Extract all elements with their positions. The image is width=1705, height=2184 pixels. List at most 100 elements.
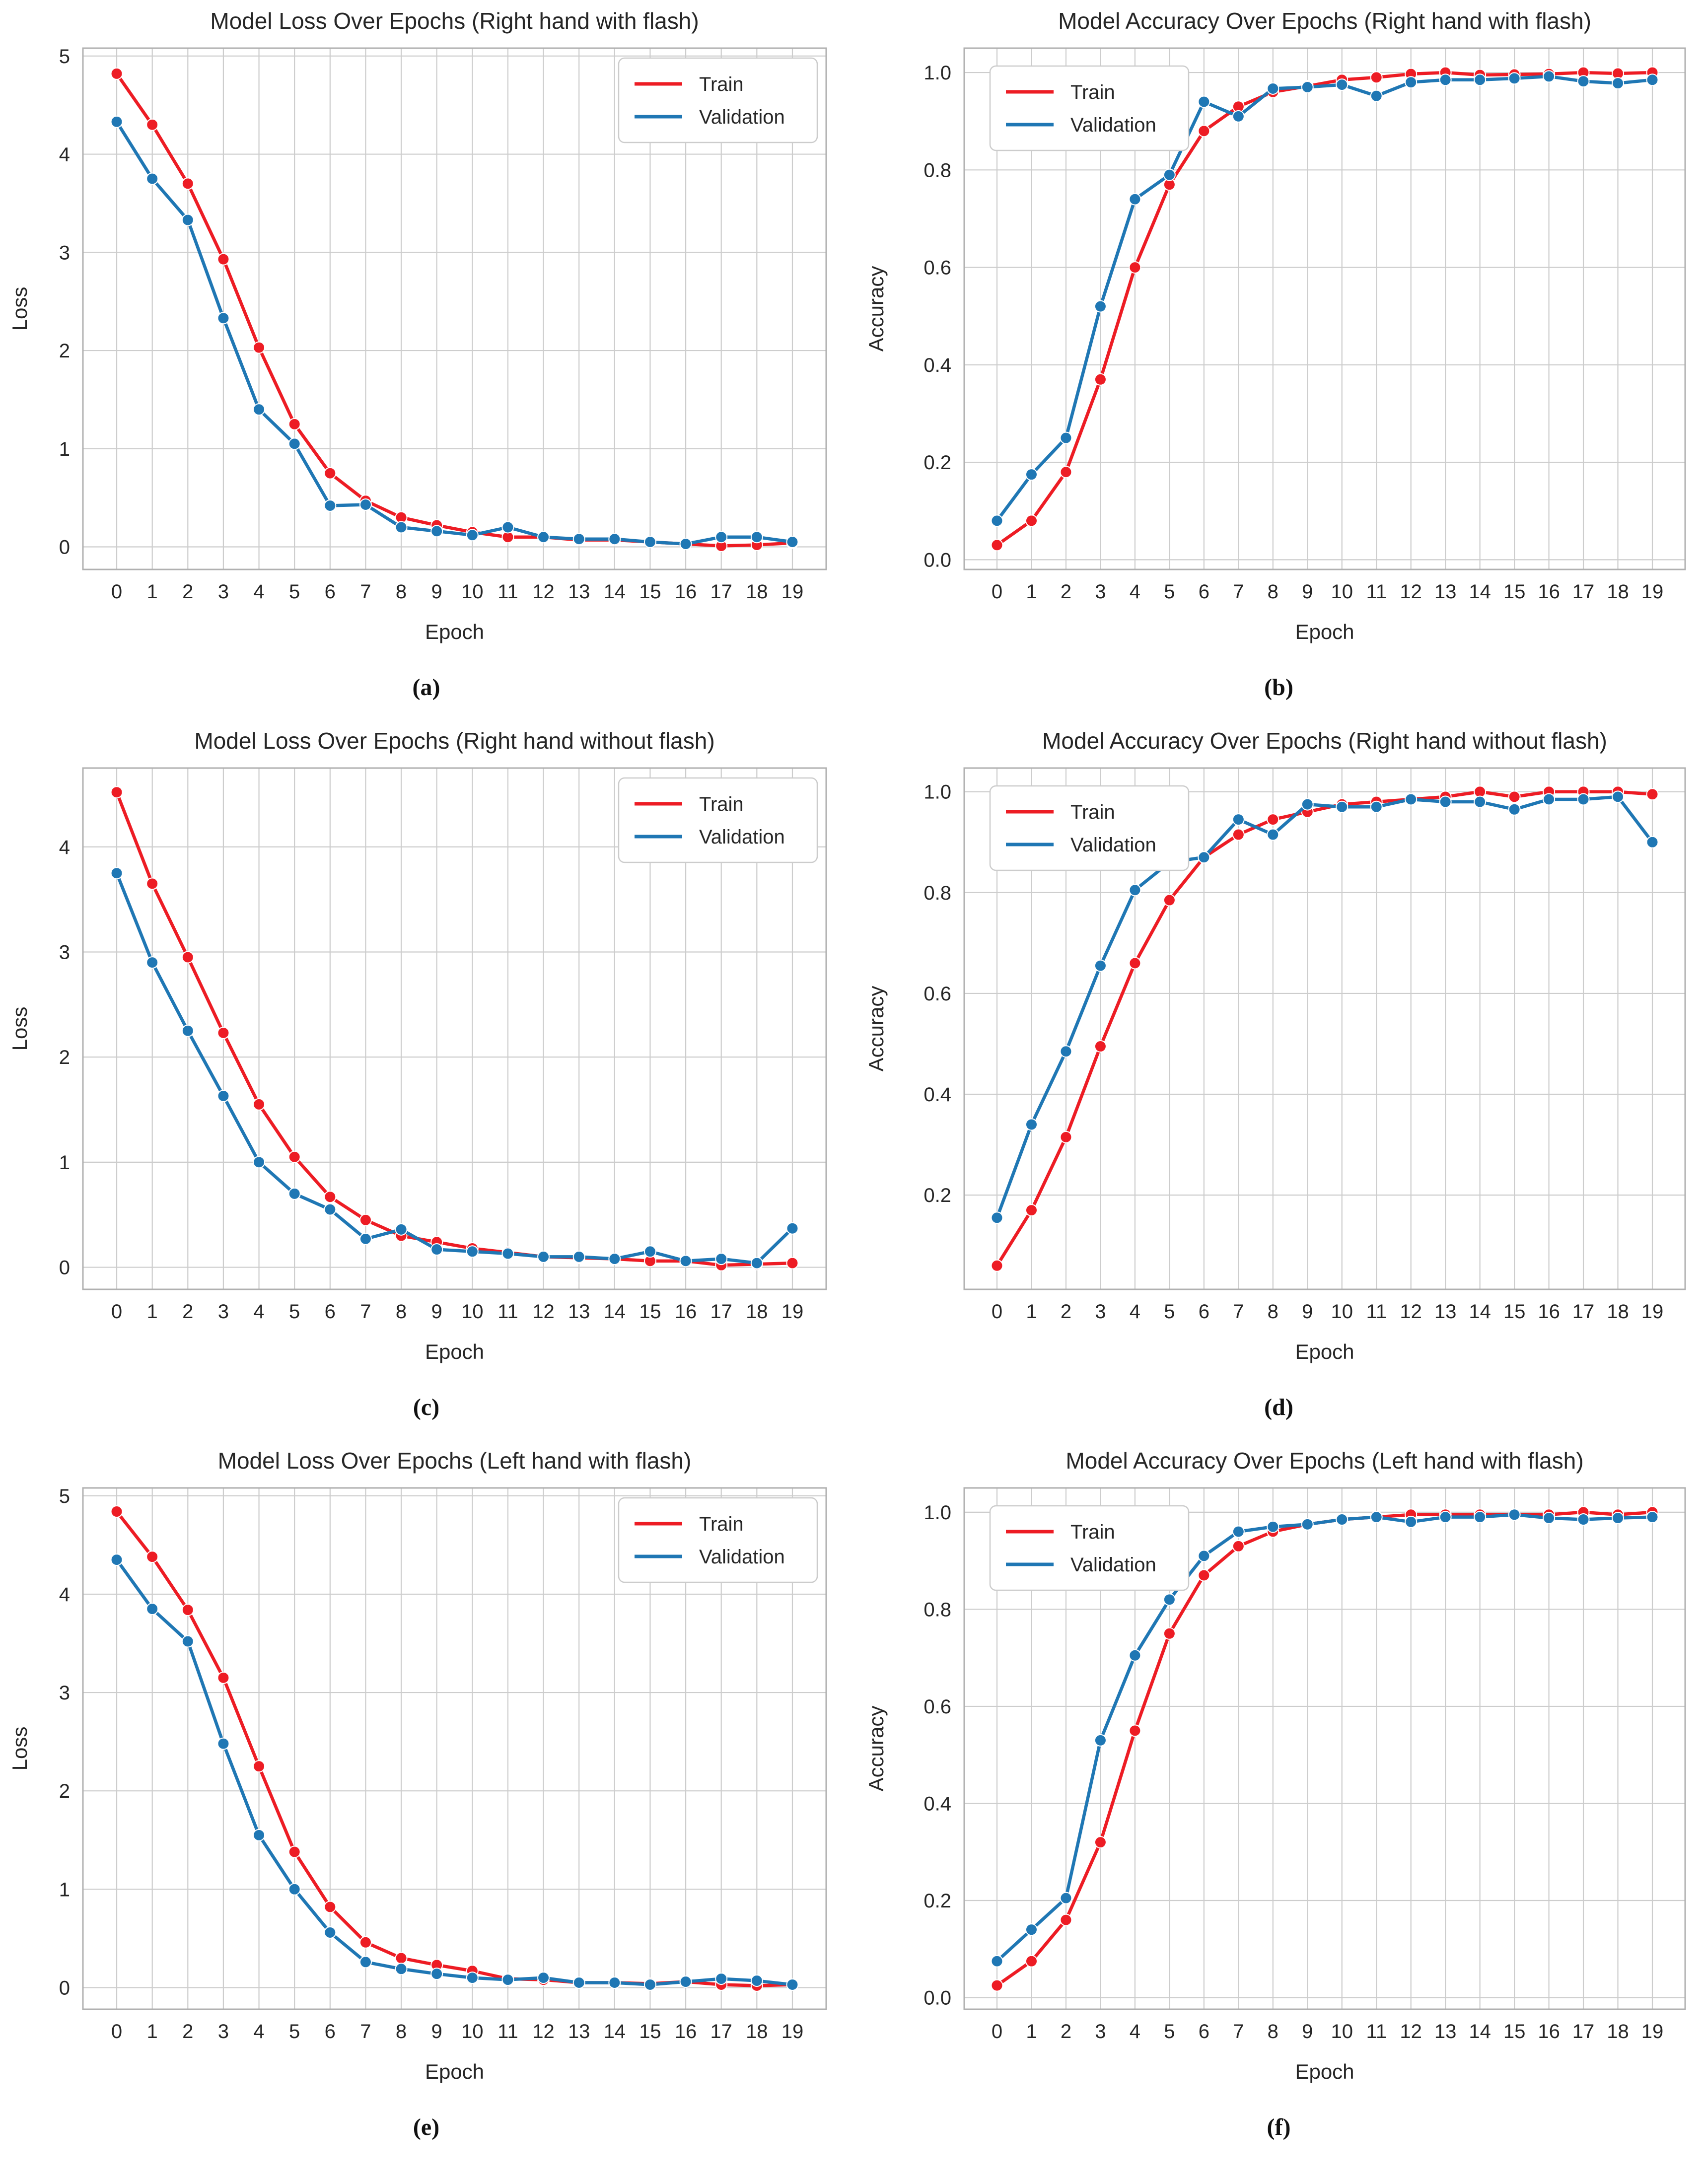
svg-text:0.6: 0.6	[924, 257, 951, 279]
svg-text:Validation: Validation	[699, 106, 785, 128]
chart-svg: 0 1 2 3 4 5 6 7 8 9 10 11 12 13 14 15 16 17 18 190.20.40.60…	[864, 728, 1686, 1363]
svg-text:17: 17	[710, 1301, 732, 1323]
svg-text:4: 4	[59, 1584, 70, 1606]
chart-svg: 0 1 2 3 4 5 6 7 8 9 10 11 12 13 14 15 16 17 18 190.00.20.40…	[864, 1448, 1686, 2083]
svg-text:17: 17	[1572, 1301, 1595, 1323]
subplot-d-accuracy-right-hand-without-flash: 0 1 2 3 4 5 6 7 8 9 10 11 12 13 14 15 16 17 18 19 0.2 0.4 0.6 0…	[852, 720, 1705, 1440]
svg-text:3: 3	[59, 1682, 70, 1704]
subplot-b-caption: (b)	[1264, 674, 1293, 701]
svg-text:10: 10	[1331, 1301, 1353, 1323]
svg-text:Accuracy: Accuracy	[864, 1706, 888, 1792]
subplot-e-caption: (e)	[413, 2114, 440, 2140]
chart-f-canvas: 0 1 2 3 4 5 6 7 8 9 10 11 12 13 14 15 16 17 18 19 0.0 0.2 0.4 0…	[852, 1440, 1705, 2090]
svg-text:16: 16	[1538, 1301, 1560, 1323]
subplot-c-caption: (c)	[413, 1394, 440, 1420]
svg-text:Validation: Validation	[699, 826, 785, 848]
svg-text:9: 9	[431, 581, 442, 603]
svg-text:0.4: 0.4	[924, 354, 951, 376]
svg-text:2: 2	[1061, 1301, 1071, 1323]
svg-text:11: 11	[1366, 581, 1387, 603]
svg-text:19: 19	[781, 581, 804, 603]
chart-svg: 0 1 2 3 4 5 6 7 8 9 10 11 12 13 14 15 16 17 18 190.00.20.40…	[864, 8, 1686, 643]
svg-text:6: 6	[1199, 1301, 1209, 1323]
svg-text:18: 18	[746, 2021, 768, 2043]
svg-text:5: 5	[289, 1301, 300, 1323]
svg-text:3: 3	[59, 941, 70, 963]
svg-text:0: 0	[111, 581, 122, 603]
chart-svg: 0 1 2 3 4 5 6 7 8 9 10 11 12 13 14 15 16 17 18 1901234Epoch…	[8, 728, 827, 1363]
svg-text:9: 9	[1302, 1301, 1313, 1323]
svg-text:Loss: Loss	[8, 1007, 31, 1051]
svg-text:14: 14	[1469, 2021, 1491, 2043]
svg-text:1: 1	[147, 1301, 158, 1323]
svg-text:0: 0	[59, 1977, 70, 1999]
svg-text:3: 3	[1095, 2021, 1106, 2043]
svg-text:2: 2	[59, 1047, 70, 1068]
svg-text:2: 2	[182, 2021, 193, 2043]
svg-text:13: 13	[568, 2021, 590, 2043]
svg-text:0: 0	[59, 1257, 70, 1279]
svg-text:15: 15	[639, 2021, 661, 2043]
svg-text:0: 0	[59, 537, 70, 559]
svg-text:9: 9	[1302, 581, 1313, 603]
svg-text:16: 16	[1538, 2021, 1560, 2043]
svg-text:11: 11	[1366, 1301, 1387, 1323]
svg-text:8: 8	[1268, 1301, 1279, 1323]
subplot-e-loss-left-hand-with-flash: 0 1 2 3 4 5 6 7 8 9 10 11 12 13 14 15 16 17 18 19 0 1 2 3 4 5 Epoc…	[0, 1440, 852, 2160]
svg-text:Model Loss Over Epochs (Right: Model Loss Over Epochs (Right hand witho…	[194, 728, 714, 754]
svg-text:1: 1	[59, 1879, 70, 1901]
svg-text:Train: Train	[1070, 81, 1115, 103]
figure-row-3: 0 1 2 3 4 5 6 7 8 9 10 11 12 13 14 15 16 17 18 19 0 1 2 3 4 5 Epoc…	[0, 1440, 1705, 2160]
svg-text:1: 1	[1026, 581, 1037, 603]
svg-text:Loss: Loss	[8, 1727, 31, 1771]
svg-text:11: 11	[497, 2021, 518, 2043]
svg-text:18: 18	[1607, 2021, 1629, 2043]
svg-text:19: 19	[781, 1301, 804, 1323]
svg-text:1: 1	[147, 581, 158, 603]
svg-text:7: 7	[360, 1301, 371, 1323]
svg-text:0.2: 0.2	[924, 1890, 951, 1912]
chart-a-canvas: 0 1 2 3 4 5 6 7 8 9 10 11 12 13 14 15 16 17 18 19 0 1 2 3 4 5 Epoc…	[0, 0, 852, 650]
svg-text:8: 8	[1268, 581, 1279, 603]
svg-text:3: 3	[218, 1301, 229, 1323]
svg-text:0: 0	[111, 2021, 122, 2043]
svg-text:18: 18	[1607, 1301, 1629, 1323]
svg-text:4: 4	[253, 2021, 264, 2043]
svg-text:8: 8	[396, 581, 407, 603]
svg-text:0: 0	[992, 1301, 1002, 1323]
svg-text:Train: Train	[699, 1513, 744, 1535]
svg-text:5: 5	[59, 46, 70, 68]
svg-text:Train: Train	[1070, 1521, 1115, 1543]
svg-text:1: 1	[1026, 2021, 1037, 2043]
svg-text:10: 10	[1331, 581, 1353, 603]
svg-text:7: 7	[360, 2021, 371, 2043]
svg-text:4: 4	[253, 581, 264, 603]
svg-text:11: 11	[497, 581, 518, 603]
svg-text:15: 15	[639, 581, 661, 603]
svg-text:4: 4	[59, 144, 70, 166]
figure-row-2: 0 1 2 3 4 5 6 7 8 9 10 11 12 13 14 15 16 17 18 19 0 1 2 3 4 Epoch…	[0, 720, 1705, 1440]
svg-text:4: 4	[253, 1301, 264, 1323]
svg-text:7: 7	[1233, 2021, 1244, 2043]
svg-text:Model Accuracy Over Epochs (Ri: Model Accuracy Over Epochs (Right hand w…	[1042, 728, 1607, 754]
svg-text:1: 1	[1026, 1301, 1037, 1323]
svg-text:Epoch: Epoch	[1295, 1340, 1354, 1363]
svg-text:2: 2	[182, 581, 193, 603]
svg-text:14: 14	[1469, 1301, 1491, 1323]
svg-text:Epoch: Epoch	[1295, 2060, 1354, 2083]
svg-text:1: 1	[59, 438, 70, 460]
svg-text:16: 16	[1538, 581, 1560, 603]
svg-text:17: 17	[1572, 2021, 1595, 2043]
svg-text:0.0: 0.0	[924, 1987, 951, 2009]
svg-text:0.8: 0.8	[924, 882, 951, 904]
svg-text:8: 8	[1268, 2021, 1279, 2043]
svg-text:Accuracy: Accuracy	[864, 266, 888, 352]
svg-text:Accuracy: Accuracy	[864, 986, 888, 1072]
svg-text:4: 4	[59, 837, 70, 858]
chart-svg: 0 1 2 3 4 5 6 7 8 9 10 11 12 13 14 15 16 17 18 19012345Epoc…	[8, 8, 827, 643]
svg-text:17: 17	[710, 2021, 732, 2043]
svg-text:13: 13	[1434, 2021, 1457, 2043]
svg-text:2: 2	[59, 1780, 70, 1802]
svg-text:16: 16	[675, 1301, 697, 1323]
